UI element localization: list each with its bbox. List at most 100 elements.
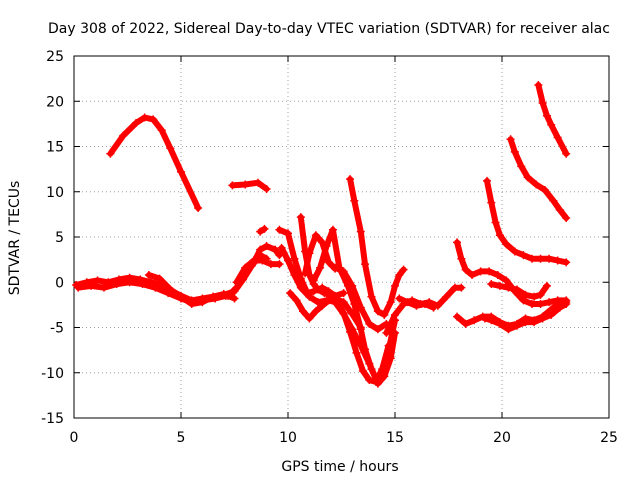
y-tick-label: 0 [55,275,64,291]
data-point [361,345,370,354]
series-arc-x [507,136,570,221]
data-point [320,289,329,298]
data-point [149,115,158,124]
data-point [346,175,355,184]
data-point [352,348,361,357]
data-point [530,292,539,301]
data-point [457,254,466,263]
data-point [198,298,207,307]
data-point [429,303,438,312]
grid-lines [74,56,609,418]
x-tick-label: 0 [70,430,79,446]
data-point [365,375,374,384]
data-point [391,281,399,290]
data-point [530,318,539,327]
data-point [485,267,494,276]
data-point [284,256,292,265]
data-point [311,231,320,240]
data-point [476,267,485,276]
data-point [536,254,545,263]
data-point [487,198,496,207]
series-arc-a [107,114,202,211]
data-point [502,276,511,285]
data-point [545,254,554,263]
y-tick-label: 15 [46,140,64,156]
data-point [346,328,355,337]
data-point [350,196,359,205]
x-tick-label: 10 [279,430,297,446]
data-point [284,229,292,238]
data-point [224,291,233,300]
data-point [547,310,556,319]
data-point [373,379,382,388]
data-point [140,113,149,122]
chart-title: Day 308 of 2022, Sidereal Day-to-day VTE… [48,21,610,37]
data-point [339,267,348,276]
data-point [545,298,554,307]
x-tick-label: 25 [600,430,618,446]
data-point [534,80,543,89]
data-point [324,296,333,305]
data-point [155,274,164,283]
data-point [125,278,134,287]
data-point [254,178,263,187]
data-point [536,299,545,308]
data-point [493,271,502,280]
data-point [495,231,504,240]
data-point [523,173,532,182]
data-point [365,319,374,328]
series-arc-v [484,177,570,266]
data-point [512,321,521,330]
data-point [194,204,203,213]
data-point [356,303,365,312]
y-tick-label: -5 [50,321,64,337]
data-point [562,258,571,267]
data-point [290,271,299,280]
data-point [453,238,462,247]
data-point [521,290,530,299]
data-point [292,296,301,305]
data-point [512,285,521,294]
data-point [519,296,528,305]
data-point [555,303,564,312]
data-point [382,328,391,337]
data-point [386,298,395,307]
data-point [395,294,404,303]
data-point [339,289,348,298]
data-point [542,111,551,120]
y-tick-label: -10 [41,366,64,382]
data-point [542,281,551,290]
data-point [290,254,299,263]
data-point [93,276,102,285]
data-point [504,283,513,292]
data-point [309,276,318,285]
data-point [301,269,310,278]
series-arc-q [383,284,465,336]
data-point [487,280,496,289]
data-point [461,265,470,274]
data-point [502,240,511,249]
data-point [99,283,108,292]
x-tick-label: 5 [177,430,186,446]
data-point [271,245,280,254]
data-point [144,271,153,280]
data-point [442,292,451,301]
data-point [468,271,477,280]
data-point [538,99,547,108]
data-point [151,283,160,292]
y-tick-label: 10 [46,185,64,201]
data-point [527,254,536,263]
series-arc-b [229,179,270,192]
data-point [311,307,320,316]
data-point [232,278,241,287]
series-arc-n [310,226,398,387]
y-axis-label: SDTVAR / TECUs [7,181,23,296]
data-point [483,176,492,185]
y-tick-label: -15 [41,411,64,427]
data-point [228,181,237,190]
data-point [256,245,265,254]
data-point [286,289,295,298]
x-tick-label: 20 [493,430,511,446]
data-point [373,307,382,316]
